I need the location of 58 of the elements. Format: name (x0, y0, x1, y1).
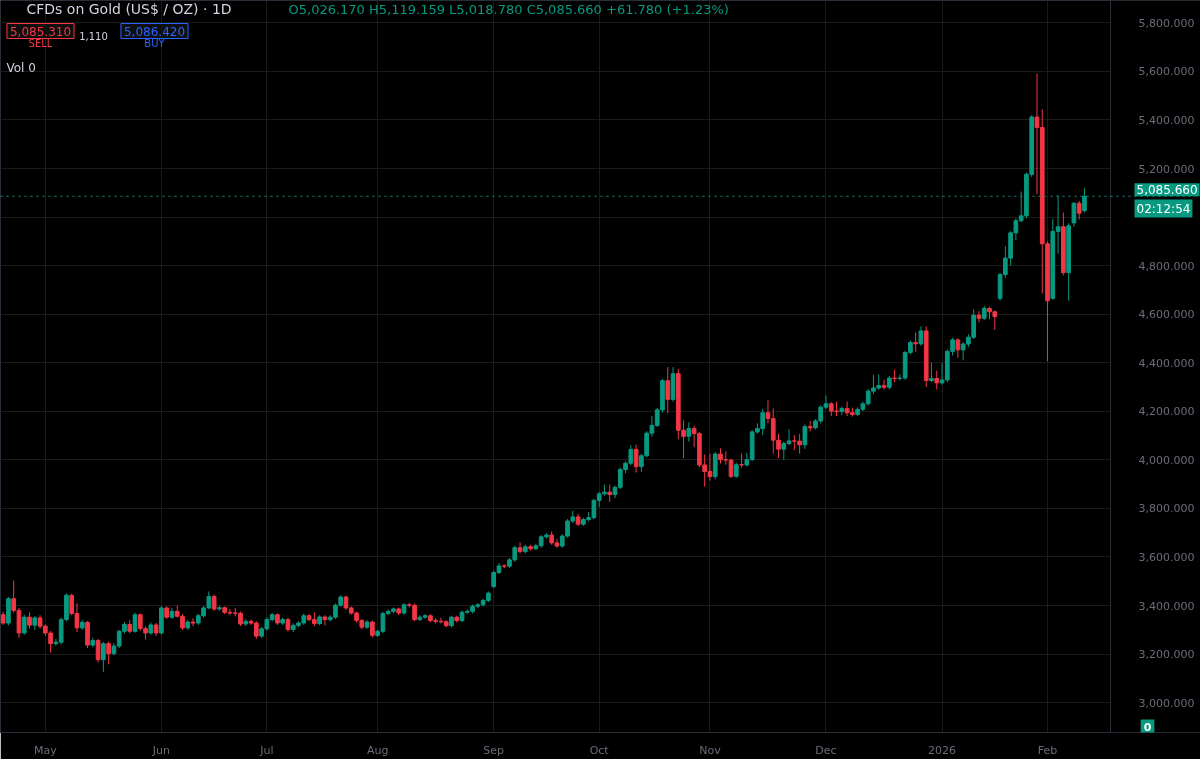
candlestick (918, 325, 924, 347)
y-tick-label: 3,600.000 (1138, 550, 1195, 564)
candlestick (913, 331, 919, 353)
y-tick-label: 5,200.000 (1138, 162, 1195, 176)
candlestick (322, 614, 328, 626)
text: 0 (1143, 720, 1152, 734)
x-tick-label: Jun (151, 743, 170, 757)
ref-line-label: 5,085.660 (1136, 183, 1198, 198)
x-tick-label: Nov (699, 743, 722, 757)
y-tick-label: 4,000.000 (1138, 453, 1195, 467)
candlestick (190, 617, 196, 627)
candlestick (95, 638, 101, 664)
candlestick (633, 444, 639, 473)
x-tick-label: May (33, 743, 58, 757)
y-tick-label: 3,200.000 (1138, 648, 1195, 662)
x-tick-label: Jul (259, 743, 274, 757)
y-tick-label: 5,400.000 (1138, 113, 1195, 127)
candlestick (976, 310, 982, 323)
candlestick (1071, 202, 1077, 228)
annotation: 1,110 (79, 30, 108, 42)
candlestick (101, 641, 106, 673)
candlestick (517, 541, 523, 554)
y-tick-label: 3,400.000 (1138, 599, 1195, 613)
annotation: Vol 0 (6, 60, 36, 75)
candlestick (929, 362, 934, 383)
x-tick-label: Dec (815, 743, 837, 757)
y-tick-label: 4,600.000 (1138, 308, 1195, 322)
y-tick-label: 4,800.000 (1138, 259, 1195, 273)
text: 02:12:54 (1136, 201, 1191, 216)
candlestick (802, 423, 808, 450)
candlestick (132, 612, 138, 634)
annotation: SELL (28, 37, 53, 49)
candlestick (106, 640, 111, 665)
x-tick-label: Aug (366, 743, 389, 757)
y-tick-label: 5,600.000 (1138, 65, 1195, 79)
y-tick-label: 4,200.000 (1138, 405, 1195, 419)
candlestick (21, 614, 27, 636)
y-tick-label: 3,800.000 (1138, 502, 1195, 516)
annotation: O5,026.170 H5,119.159 L5,018.780 C5,085.660 +61.780 (+1.23%) (288, 1, 729, 17)
candlestick (881, 379, 887, 390)
x-tick-label: Sep (483, 743, 505, 757)
candlestick (1076, 200, 1082, 220)
y-tick-label: 3,000.000 (1138, 696, 1195, 710)
candlestick (934, 370, 940, 390)
x-tick-label: Oct (589, 743, 610, 757)
candlestick (85, 620, 90, 649)
candlestick (665, 366, 671, 414)
annotation: BUY (144, 37, 166, 49)
y-tick-label: 5,800.000 (1138, 16, 1195, 30)
x-tick-label: Feb (1037, 743, 1058, 757)
candlestick (686, 421, 692, 443)
annotation: 5,085.310 (9, 24, 72, 39)
chart-title: CFDs on Gold (US$ / OZ) · 1D (26, 0, 232, 17)
candlestick (955, 337, 961, 359)
annotation: 5,086.420 (123, 24, 186, 39)
x-tick-label: 2026 (928, 743, 957, 757)
candlestick (712, 451, 718, 480)
y-tick-label: 4,400.000 (1138, 356, 1195, 370)
